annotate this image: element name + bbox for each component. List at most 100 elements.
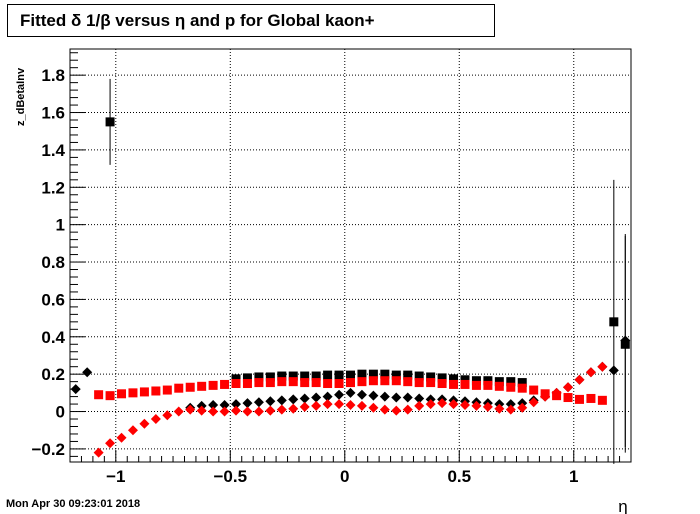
data-point-square	[460, 375, 470, 385]
data-point-square	[185, 382, 195, 392]
data-point-diamond	[208, 406, 219, 417]
data-point-diamond	[105, 438, 116, 449]
data-point-diamond	[494, 403, 505, 414]
data-point-diamond	[517, 402, 528, 413]
data-point-square	[380, 376, 390, 386]
data-point-square	[368, 376, 378, 386]
x-tick-label: −1	[106, 467, 125, 486]
data-point-diamond	[608, 365, 619, 376]
y-tick-label: 0.6	[41, 290, 65, 309]
y-tick-label: 0.4	[41, 328, 65, 347]
data-point-square	[437, 373, 447, 383]
data-point-diamond	[334, 389, 345, 400]
data-point-square	[460, 379, 470, 389]
x-tick-label: −0.5	[214, 467, 248, 486]
data-point-diamond	[196, 405, 207, 416]
data-point-square	[471, 376, 481, 386]
y-axis-label: z_dBetaInv	[15, 67, 27, 126]
data-point-diamond	[471, 400, 482, 411]
data-point-square	[391, 376, 401, 386]
data-point-diamond	[70, 384, 81, 395]
data-point-diamond	[356, 400, 367, 411]
data-point-diamond	[322, 399, 333, 410]
data-point-square	[449, 374, 459, 384]
data-point-square	[483, 380, 493, 390]
data-point-diamond	[585, 367, 596, 378]
data-point-square	[391, 370, 401, 380]
data-point-diamond	[150, 414, 161, 425]
data-point-diamond	[540, 391, 551, 402]
data-point-diamond	[345, 400, 356, 411]
y-tick-label: 1.2	[41, 178, 65, 197]
data-point-diamond	[185, 404, 196, 415]
data-point-square	[277, 371, 287, 381]
data-point-square	[117, 389, 127, 399]
data-point-diamond	[574, 374, 585, 385]
data-point-diamond	[253, 406, 264, 417]
data-point-diamond	[425, 399, 436, 410]
data-point-square	[323, 379, 333, 389]
data-point-diamond	[231, 399, 242, 410]
data-point-square	[334, 370, 344, 380]
data-point-diamond	[402, 392, 413, 403]
data-point-diamond	[93, 447, 104, 458]
x-tick-label: 0.5	[447, 467, 471, 486]
data-point-diamond	[414, 393, 425, 404]
x-axis-label: η	[618, 497, 627, 514]
data-point-square	[403, 377, 413, 387]
data-point-square	[311, 371, 321, 381]
data-point-square	[334, 379, 344, 389]
data-point-square	[357, 377, 367, 387]
data-point-square	[517, 378, 527, 388]
chart-title: Fitted δ 1/β versus η and p for Global k…	[20, 11, 375, 30]
data-point-square	[323, 370, 333, 380]
y-tick-label: −0.2	[31, 440, 65, 459]
data-point-diamond	[265, 405, 276, 416]
data-point-square	[242, 373, 252, 383]
data-point-diamond	[482, 401, 493, 412]
data-point-square	[151, 386, 161, 396]
data-point-square	[346, 370, 355, 380]
data-point-diamond	[528, 397, 539, 408]
data-point-square	[265, 378, 275, 388]
data-point-square	[128, 388, 138, 398]
y-tick-label: 0.2	[41, 365, 65, 384]
x-tick-label: 1	[569, 467, 578, 486]
data-point-square	[311, 378, 321, 388]
footer-date: Mon Apr 30 09:23:01 2018	[6, 498, 141, 510]
axes: −1 −0.5 0 0.5 1 −0.2 0 0.2 0.4 0.6 0.8 1 1.2 1.4 1.6 1.…	[31, 52, 632, 486]
y-tick-label: 1.6	[41, 104, 65, 123]
data-point-diamond	[345, 387, 356, 398]
data-point-square	[368, 369, 378, 379]
data-point-diamond	[379, 391, 390, 402]
data-point-square	[403, 370, 413, 380]
data-point-diamond	[276, 395, 287, 406]
data-point-square	[94, 390, 104, 400]
y-tick-label: 0.8	[41, 253, 65, 272]
data-point-diamond	[299, 401, 310, 412]
data-point-square	[162, 385, 172, 395]
data-point-square	[265, 372, 275, 382]
data-point-square	[563, 393, 573, 403]
data-point-diamond	[242, 398, 253, 409]
data-point-square	[586, 393, 596, 403]
y-tick-label: 1.4	[41, 141, 65, 160]
data-point-diamond	[551, 387, 562, 398]
data-point-square	[288, 371, 298, 381]
data-point-square	[437, 379, 447, 389]
data-point-square	[449, 379, 459, 389]
data-point-diamond	[231, 405, 242, 416]
data-point-diamond	[414, 400, 425, 411]
data-point-square	[346, 378, 355, 388]
data-point-square	[380, 369, 390, 379]
data-point-square	[597, 395, 607, 405]
data-point-diamond	[162, 410, 173, 421]
data-point-square	[471, 380, 481, 390]
data-point-diamond	[265, 396, 276, 407]
data-point-square	[208, 380, 218, 390]
data-point-square	[426, 372, 436, 382]
data-point-diamond	[334, 399, 345, 410]
data-point-square	[414, 378, 424, 388]
y-tick-label: 1.8	[41, 66, 65, 85]
data-point-square	[231, 374, 241, 384]
